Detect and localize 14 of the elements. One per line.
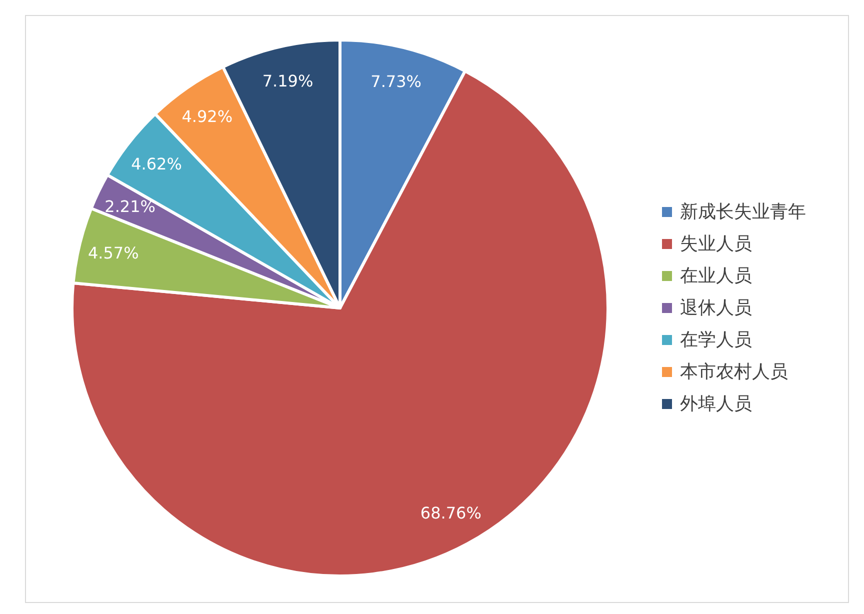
data-label: 4.57%: [88, 244, 139, 263]
legend-label: 在学人员: [680, 330, 752, 350]
data-label: 2.21%: [104, 197, 156, 216]
legend-label: 本市农村人员: [680, 362, 788, 382]
legend-label: 外埠人员: [680, 394, 752, 414]
data-label: 7.19%: [262, 71, 314, 90]
legend-label: 失业人员: [680, 234, 752, 254]
data-label: 4.92%: [182, 106, 233, 126]
data-label: 4.62%: [131, 154, 182, 174]
legend-label: 在业人员: [680, 266, 752, 286]
legend-label: 退休人员: [680, 298, 752, 318]
legend-label: 新成长失业青年: [680, 202, 806, 222]
data-label: 68.76%: [420, 504, 482, 523]
data-label: 7.73%: [370, 72, 422, 92]
